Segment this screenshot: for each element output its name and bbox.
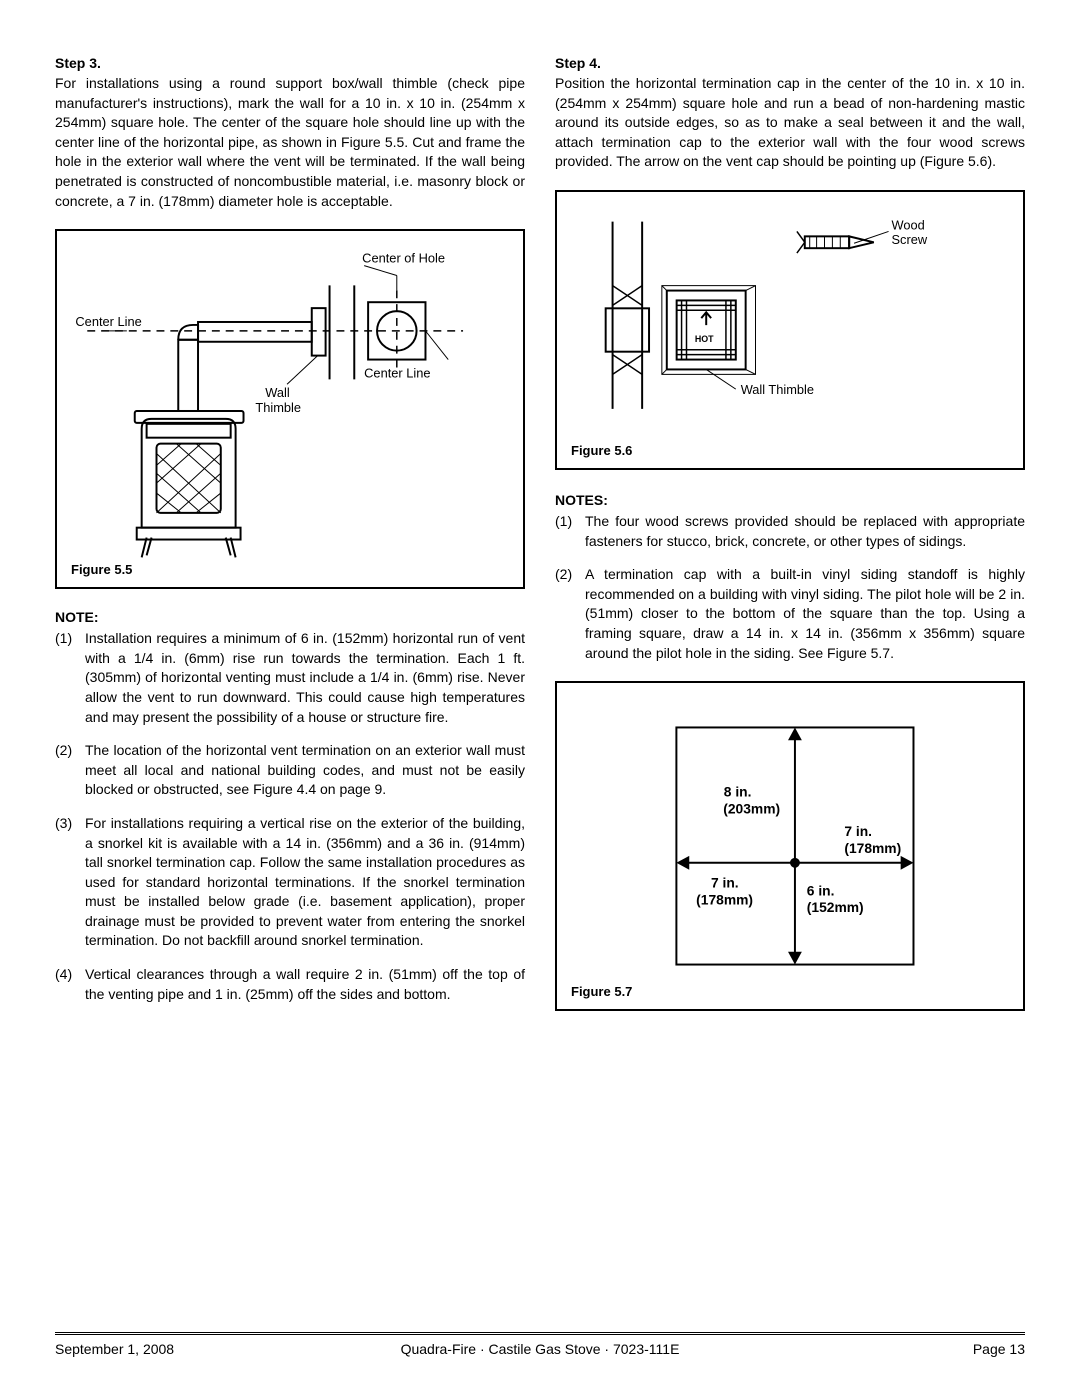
note-title-left: NOTE: [55, 609, 525, 625]
figure-5-6: HOT Wood Screw Wall Thimble Figure 5.6 [555, 190, 1025, 470]
note-text: A termination cap with a built-in vinyl … [585, 565, 1025, 663]
figure-5-7: 8 in. (203mm) 7 in. (178mm) 7 in. (178mm… [555, 681, 1025, 1011]
step4-body: Position the horizontal termination cap … [555, 74, 1025, 172]
svg-text:Wood: Wood [892, 217, 925, 232]
label-center-line-left: Center Line [75, 314, 141, 329]
figure-5-5: Center of Hole Center Line Center Line W… [55, 229, 525, 589]
svg-text:7 in.: 7 in. [711, 875, 739, 891]
fig57-caption: Figure 5.7 [571, 984, 632, 999]
page-footer: September 1, 2008 Quadra-Fire · Castile … [55, 1332, 1025, 1357]
left-column: Step 3. For installations using a round … [55, 55, 525, 1029]
step3-body: For installations using a round support … [55, 74, 525, 211]
note-num: (3) [55, 814, 85, 951]
note-text: Installation requires a minimum of 6 in.… [85, 629, 525, 727]
svg-text:(178mm): (178mm) [696, 891, 753, 907]
step3-title: Step 3. [55, 55, 525, 71]
label-center-line-right: Center Line [364, 366, 430, 381]
note-text: The four wood screws provided should be … [585, 512, 1025, 551]
note-num: (2) [555, 565, 585, 663]
left-notes: (1)Installation requires a minimum of 6 … [55, 629, 525, 1004]
note-text: For installations requiring a vertical r… [85, 814, 525, 951]
label-wall-thimble-1: Wall [265, 385, 290, 400]
figure-5-7-svg: 8 in. (203mm) 7 in. (178mm) 7 in. (178mm… [557, 683, 1023, 1009]
notes-title-right: NOTES: [555, 492, 1025, 508]
step4-title: Step 4. [555, 55, 1025, 71]
svg-text:(152mm): (152mm) [807, 899, 864, 915]
figure-5-6-svg: HOT Wood Screw Wall Thimble [557, 192, 1023, 468]
figure-5-5-svg: Center of Hole Center Line Center Line W… [57, 231, 523, 587]
fig56-caption: Figure 5.6 [571, 443, 632, 458]
label-wall-thimble: Wall Thimble [741, 382, 814, 397]
footer-date: September 1, 2008 [55, 1341, 174, 1357]
note-num: (1) [555, 512, 585, 551]
note-text: The location of the horizontal vent term… [85, 741, 525, 800]
svg-text:7 in.: 7 in. [844, 823, 872, 839]
svg-text:6 in.: 6 in. [807, 883, 835, 899]
right-notes: (1)The four wood screws provided should … [555, 512, 1025, 663]
label-hot: HOT [695, 334, 714, 344]
note-num: (1) [55, 629, 85, 727]
label-center-hole: Center of Hole [362, 251, 445, 266]
right-column: Step 4. Position the horizontal terminat… [555, 55, 1025, 1029]
svg-text:8 in.: 8 in. [724, 784, 752, 800]
note-text: Vertical clearances through a wall requi… [85, 965, 525, 1004]
svg-text:Screw: Screw [892, 232, 928, 247]
note-num: (2) [55, 741, 85, 800]
svg-text:(178mm): (178mm) [844, 840, 901, 856]
footer-page: Page 13 [973, 1341, 1025, 1357]
note-num: (4) [55, 965, 85, 1004]
svg-text:(203mm): (203mm) [723, 801, 780, 817]
svg-text:Thimble: Thimble [255, 400, 301, 415]
fig55-caption: Figure 5.5 [71, 562, 132, 577]
footer-center: Quadra-Fire · Castile Gas Stove · 7023-1… [401, 1341, 680, 1357]
